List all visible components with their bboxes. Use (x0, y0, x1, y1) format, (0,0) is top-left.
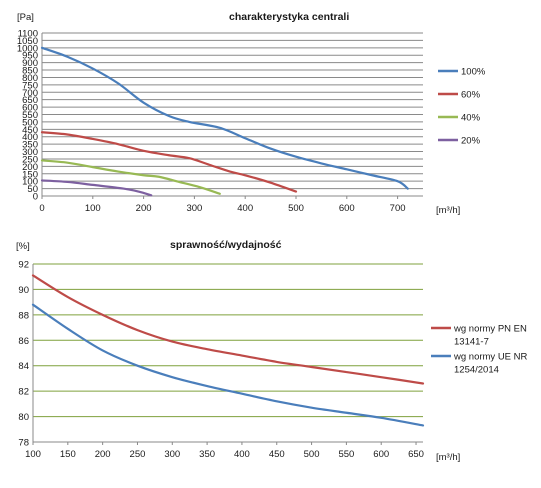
x-tick-label: 200 (95, 449, 111, 460)
x-tick-label: 500 (288, 203, 304, 214)
fan-chart-title: charakterystyka centrali (229, 11, 349, 23)
y-tick-label: 550 (22, 110, 38, 121)
legend-label: 40% (461, 113, 481, 124)
y-tick-label: 100 (22, 177, 38, 188)
fan-chart-series (40, 46, 409, 197)
y-tick-label: 1000 (17, 43, 38, 54)
efficiency-chart-x-label: [m³/h] (436, 452, 460, 463)
efficiency-chart-y-label: [%] (16, 241, 30, 252)
efficiency-chart-title: sprawność/wydajność (170, 239, 282, 251)
y-tick-label: 450 (22, 125, 38, 136)
x-tick-label: 650 (408, 449, 424, 460)
x-tick-label: 400 (237, 203, 253, 214)
y-tick-label: 300 (22, 147, 38, 158)
fan-characteristic-chart: 0501001502002503003504004505005506006507… (17, 11, 486, 216)
x-tick-label: 300 (164, 449, 180, 460)
series-line (40, 131, 298, 193)
y-tick-label: 92 (18, 260, 29, 271)
y-tick-label: 200 (22, 162, 38, 173)
efficiency-chart-series (31, 274, 425, 427)
y-tick-label: 150 (22, 169, 38, 180)
efficiency-chart-x-tick-labels: 100 150 200 250 300 350 400 450 500 550 600 650 (25, 449, 424, 460)
series-line (40, 179, 153, 197)
x-tick-label: 300 (186, 203, 202, 214)
legend-label: 13141-7 (454, 337, 489, 348)
y-tick-label: 1100 (18, 29, 38, 40)
y-tick-label: 82 (18, 387, 29, 398)
y-tick-label: 84 (18, 361, 29, 372)
legend-label: 20% (461, 136, 481, 147)
legend-label: wg normy PN EN (453, 324, 527, 335)
y-tick-label: 650 (22, 95, 38, 106)
efficiency-chart-y-tick-labels: 78 80 82 84 86 88 90 92 (18, 260, 29, 449)
series-line (31, 303, 425, 427)
y-tick-label: 850 (22, 66, 38, 77)
y-tick-label: 750 (22, 80, 38, 91)
y-tick-label: 350 (22, 140, 38, 151)
series-line (40, 159, 221, 195)
x-tick-label: 450 (269, 449, 285, 460)
fan-chart-x-tick-labels: 0 100 200 300 400 500 600 700 (39, 203, 405, 214)
fan-chart-y-label: [Pa] (17, 12, 34, 23)
y-tick-label: 1050 (17, 36, 38, 47)
x-tick-label: 100 (25, 449, 41, 460)
x-tick-label: 700 (390, 203, 406, 214)
x-tick-label: 0 (39, 203, 44, 214)
x-tick-label: 200 (136, 203, 152, 214)
y-tick-label: 90 (18, 285, 29, 296)
x-tick-label: 600 (339, 203, 355, 214)
series-line (31, 274, 425, 385)
x-tick-label: 150 (60, 449, 76, 460)
y-tick-label: 400 (22, 132, 38, 143)
fan-chart-gridlines (41, 32, 423, 199)
fan-chart-legend: 100% 60% 40% 20% (438, 67, 486, 147)
fan-chart-x-label: [m³/h] (436, 205, 460, 216)
legend-label: 1254/2014 (454, 365, 499, 376)
y-tick-label: 88 (18, 310, 29, 321)
legend-label: wg normy UE NR (453, 352, 528, 363)
legend-label: 100% (461, 67, 486, 78)
x-tick-label: 250 (130, 449, 146, 460)
y-tick-label: 86 (18, 336, 29, 347)
x-tick-label: 350 (199, 449, 215, 460)
y-tick-label: 950 (22, 51, 38, 62)
x-tick-label: 100 (85, 203, 101, 214)
legend-label: 60% (461, 90, 481, 101)
y-tick-label: 80 (18, 412, 29, 423)
efficiency-chart: 78 80 82 84 86 88 90 92 100 150 200 250 300 350 400 45… (16, 239, 528, 463)
y-tick-label: 50 (27, 184, 38, 195)
y-tick-label: 800 (22, 73, 38, 84)
y-tick-label: 900 (22, 58, 38, 69)
x-tick-label: 600 (373, 449, 389, 460)
series-line (40, 46, 409, 190)
y-tick-label: 0 (33, 192, 38, 203)
fan-chart-y-tick-labels: 0501001502002503003504004505005506006507… (17, 29, 38, 203)
y-tick-label: 700 (22, 88, 38, 99)
x-tick-label: 500 (304, 449, 320, 460)
x-tick-label: 550 (338, 449, 354, 460)
y-tick-label: 600 (22, 103, 38, 114)
efficiency-chart-gridlines (32, 263, 423, 445)
y-tick-label: 500 (22, 117, 38, 128)
x-tick-label: 400 (234, 449, 250, 460)
y-tick-label: 250 (22, 154, 38, 165)
y-tick-label: 78 (18, 438, 29, 449)
efficiency-chart-legend: wg normy PN EN 13141-7 wg normy UE NR 1254/… (431, 324, 528, 376)
